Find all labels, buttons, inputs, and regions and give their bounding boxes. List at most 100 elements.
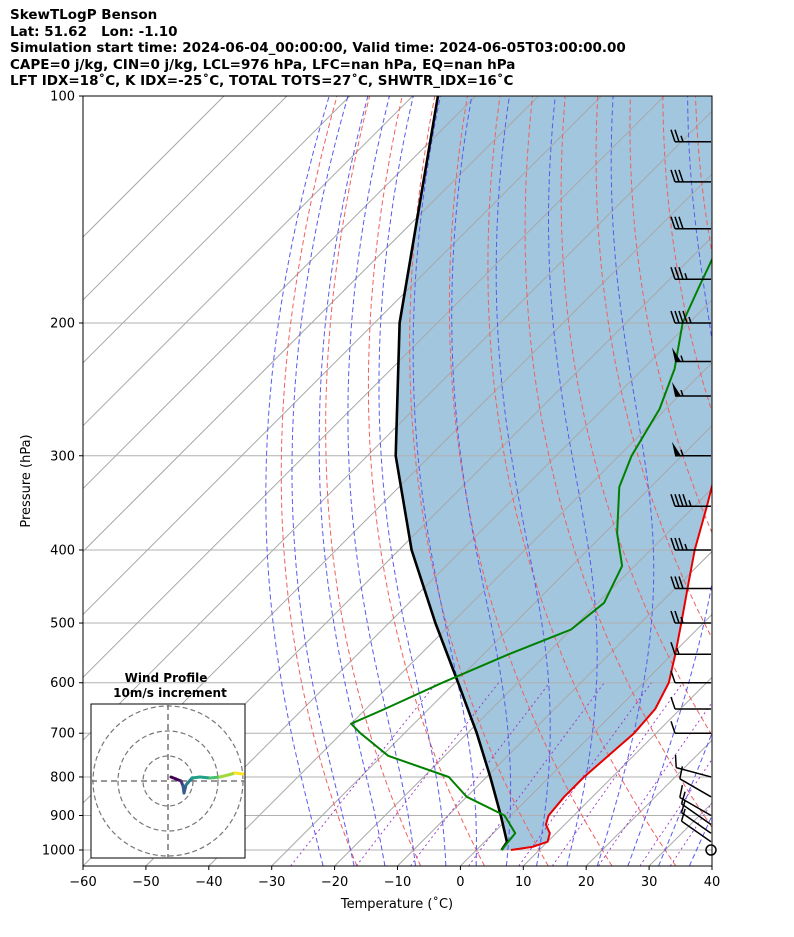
barb-full: [674, 216, 680, 230]
wind-barb: [670, 494, 711, 507]
mixing-ratio-line: [468, 682, 605, 866]
mixing-ratio-line: [290, 682, 437, 866]
barb-flag: [672, 441, 681, 456]
moist-adiabat: [596, 96, 655, 866]
wind-barb: [680, 791, 712, 826]
isotherm: [83, 96, 351, 364]
wind-barb: [670, 720, 711, 734]
barb-full: [674, 754, 677, 768]
barb-full: [674, 169, 680, 183]
barb-full: [670, 670, 676, 683]
moist-adiabat: [658, 731, 712, 866]
hodograph-ring: [117, 730, 219, 832]
moist-adiabat: [720, 96, 794, 866]
isotherms: [83, 96, 794, 866]
hodograph-segment: [208, 775, 222, 780]
barb-half: [680, 389, 684, 397]
wind-barb: [670, 310, 711, 324]
moist-adiabat: [318, 96, 386, 866]
barb-full: [674, 576, 680, 589]
isotherm: [775, 96, 794, 866]
isotherm: [83, 96, 665, 679]
y-tick-label: 900: [50, 809, 75, 824]
barb-full: [670, 129, 676, 143]
y-tick-label: 1000: [42, 844, 75, 859]
y-tick-label: 700: [50, 727, 75, 742]
x-tick-label: −30: [258, 875, 285, 890]
cape-area: [395, 96, 712, 850]
hodograph-segment: [233, 771, 245, 776]
calm-circle: [705, 844, 717, 856]
y-axis-label: Pressure (hPa): [19, 434, 34, 527]
isotherm: [522, 676, 712, 866]
barb-full: [670, 169, 676, 183]
y-tick-label: 300: [50, 449, 75, 464]
isotherm: [83, 96, 602, 616]
wind-barb: [672, 347, 711, 363]
barb-staff: [679, 778, 712, 798]
barb-staff: [681, 811, 712, 834]
x-tick-label: −60: [69, 875, 96, 890]
x-axis-label: Temperature (˚C): [340, 896, 453, 912]
barb-full: [678, 310, 684, 324]
barb-staff: [681, 820, 712, 843]
barb-full: [670, 267, 676, 280]
inset-title: Wind Profile: [125, 671, 208, 685]
isotherm: [208, 362, 712, 866]
moist-adiabat: [291, 96, 355, 866]
dry-adiabats: [280, 96, 794, 866]
barb-full: [674, 610, 680, 624]
barb-full: [678, 576, 684, 589]
wind-barb: [672, 382, 711, 397]
moist-adiabats: [265, 96, 794, 866]
x-tick-label: 10: [515, 875, 532, 890]
isotherm: [460, 613, 712, 866]
barb-full: [682, 494, 688, 507]
dry-adiabat: [728, 96, 794, 866]
isotherm: [83, 110, 712, 741]
wind-barbs: [670, 129, 717, 856]
barb-flag: [672, 347, 681, 362]
y-tick-label: 400: [50, 543, 75, 558]
mixing-ratio-line: [598, 701, 712, 866]
barb-flag: [672, 382, 681, 397]
mixing-ratio-line: [551, 682, 684, 866]
wind-profile-inset: Wind Profile 10m/s increment: [90, 671, 246, 859]
wind-barb: [670, 169, 711, 183]
barb-half: [680, 616, 684, 624]
isotherm: [83, 96, 288, 301]
barb-half: [676, 648, 680, 655]
wind-barb: [670, 129, 711, 143]
barb-full: [678, 267, 684, 280]
isotherm: [83, 96, 414, 427]
x-tick-label: −50: [132, 875, 159, 890]
barb-staff: [676, 766, 712, 778]
barb-full: [670, 642, 676, 655]
moist-adiabat: [412, 96, 477, 866]
barb-full: [670, 720, 676, 734]
dry-adiabat: [662, 96, 712, 414]
wind-barb: [670, 642, 711, 656]
wind-barb: [670, 670, 711, 684]
moist-adiabat: [265, 96, 330, 866]
barb-full: [674, 537, 680, 551]
barb-staff: [681, 803, 712, 826]
moist-adiabat: [548, 96, 598, 866]
isotherm: [334, 487, 712, 866]
dry-adiabat: [409, 96, 549, 866]
y-tick-label: 800: [50, 770, 75, 785]
parcel-line: [394, 96, 509, 851]
wind-barb: [670, 537, 711, 551]
location-text: Lat: 51.62 Lon: -1.10: [10, 23, 178, 40]
x-tick-label: 20: [578, 875, 595, 890]
dry-adiabat: [487, 96, 677, 866]
barb-full: [674, 310, 680, 324]
barb-full: [670, 216, 676, 230]
wind-barb: [670, 216, 711, 230]
dry-adiabat: [595, 96, 712, 640]
moist-adiabat: [627, 96, 712, 866]
isotherm: [83, 96, 476, 490]
y-tick-label: 200: [50, 316, 75, 331]
moist-adiabat: [378, 96, 447, 866]
barb-full: [678, 494, 684, 507]
